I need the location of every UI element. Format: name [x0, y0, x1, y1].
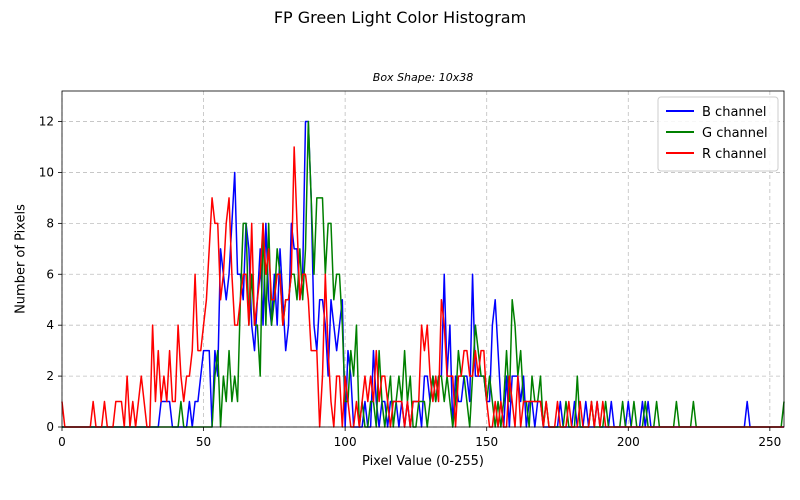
- legend-label: B channel: [702, 105, 767, 120]
- x-axis-label: Pixel Value (0-255): [362, 454, 484, 469]
- x-tick-label: 50: [196, 435, 211, 449]
- x-tick-label: 250: [758, 435, 781, 449]
- y-tick-label: 0: [46, 420, 54, 434]
- plot-frame: [61, 90, 785, 428]
- x-tick-label: 200: [617, 435, 640, 449]
- y-tick-label: 10: [39, 165, 54, 179]
- series-line-g-channel: [62, 120, 785, 428]
- y-tick-label: 6: [46, 267, 54, 281]
- x-tick-label: 150: [475, 435, 498, 449]
- chart-title: FP Green Light Color Histogram: [273, 8, 527, 27]
- y-tick-label: 8: [46, 216, 54, 230]
- y-tick-label: 12: [39, 115, 54, 129]
- y-tick-label: 2: [46, 369, 54, 383]
- chart-subtitle: Box Shape: 10x38: [372, 71, 474, 84]
- x-tick-label: 100: [334, 435, 357, 449]
- legend-label: R channel: [702, 147, 767, 162]
- y-axis-label: Number of Pixels: [13, 204, 29, 314]
- series-line-r-channel: [61, 146, 784, 428]
- legend-label: G channel: [702, 126, 768, 141]
- x-tick-label: 0: [58, 435, 66, 449]
- y-tick-label: 4: [46, 318, 54, 332]
